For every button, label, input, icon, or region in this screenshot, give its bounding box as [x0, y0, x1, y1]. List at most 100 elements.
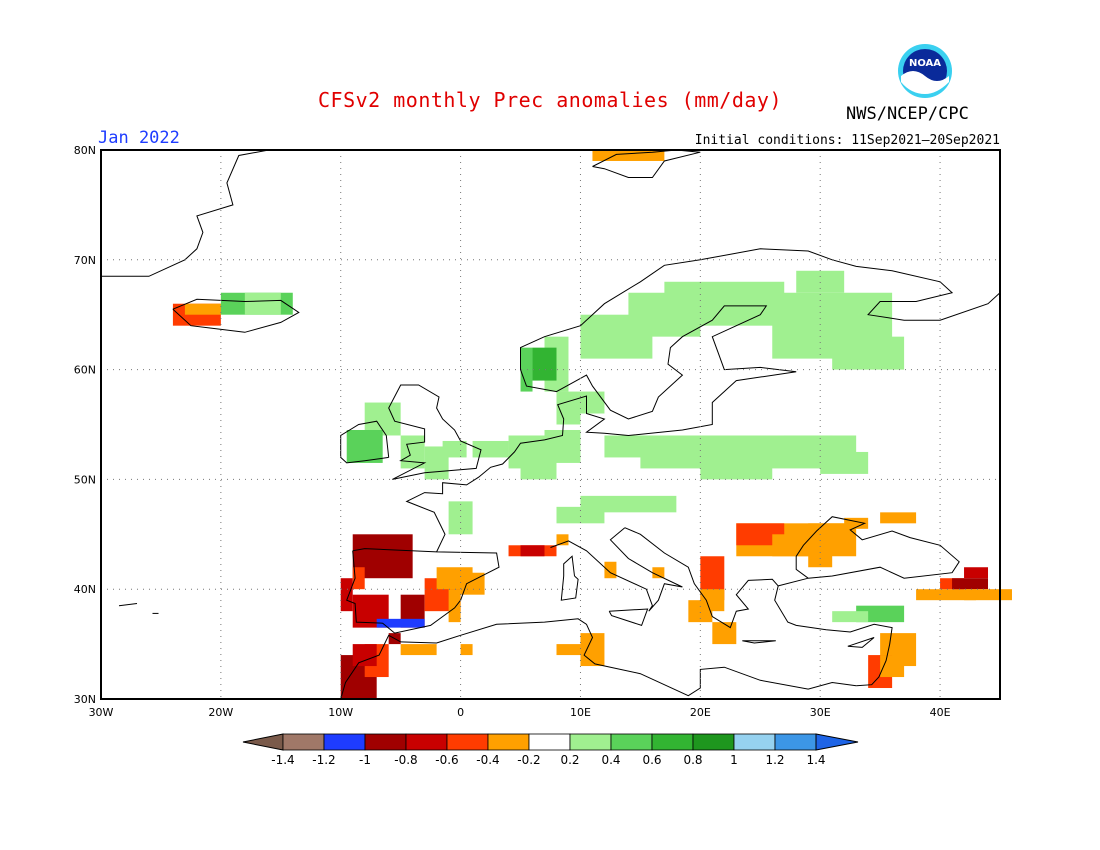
- anomaly-cell: [346, 429, 383, 463]
- coastline: [340, 618, 857, 700]
- legend-label: -0.2: [517, 753, 540, 767]
- anomaly-cell: [736, 523, 785, 546]
- legend-label: 1: [730, 753, 738, 767]
- anomaly-cell: [352, 567, 365, 590]
- color-legend: -1.4 -1.2 -1 -0.8 -0.6 -0.4 -0.2 0.2 0.4 0.6 0.8 1 1…: [242, 733, 859, 767]
- lat-tick-label: 70N: [74, 254, 96, 267]
- anomaly-cell: [184, 303, 221, 315]
- legend-swatch: [282, 733, 325, 751]
- figure-title: CFSv2 monthly Prec anomalies (mm/day): [317, 88, 783, 112]
- legend-swatch: [569, 733, 612, 751]
- coastline: [118, 603, 138, 607]
- lat-tick-label: 80N: [74, 144, 96, 157]
- lon-tick-label: 30W: [89, 706, 114, 719]
- anomaly-cell: [472, 440, 509, 458]
- legend-swatch: [487, 733, 530, 751]
- legend-label: 0.6: [642, 753, 661, 767]
- lat-tick-label: 30N: [74, 693, 96, 706]
- lon-tick-label: 20E: [690, 706, 711, 719]
- anomaly-cell: [808, 523, 845, 535]
- legend-swatch: [405, 733, 448, 751]
- anomaly-cell: [952, 578, 989, 590]
- lat-tick-label: 60N: [74, 364, 96, 377]
- anomaly-cell: [340, 578, 353, 612]
- lon-tick-label: 10W: [328, 706, 353, 719]
- coastlines: [101, 149, 1001, 700]
- anomaly-cell: [400, 435, 425, 469]
- legend-label: 0.8: [683, 753, 702, 767]
- legend-swatch: [323, 733, 366, 751]
- org-label: NWS/NCEP/CPC: [846, 104, 969, 124]
- coastline: [624, 527, 779, 629]
- anomaly-cell: [688, 600, 713, 623]
- coastline: [550, 527, 683, 612]
- coastline: [778, 516, 960, 587]
- lon-tick-label: 20W: [208, 706, 233, 719]
- lat-tick-label: 40N: [74, 583, 96, 596]
- legend-swatch: [733, 733, 776, 751]
- coastline: [101, 149, 269, 277]
- anomaly-cell: [520, 462, 557, 480]
- coastline: [608, 608, 649, 627]
- anomaly-cell: [964, 567, 989, 579]
- map-frame: [100, 149, 1001, 700]
- forecast-month: Jan 2022: [98, 128, 180, 148]
- legend-swatch: [528, 733, 571, 751]
- legend-label: -0.6: [435, 753, 458, 767]
- legend-swatch: [364, 733, 407, 751]
- legend-swatch: [446, 733, 489, 751]
- legend-swatch: [774, 733, 817, 751]
- noaa-logo: NOAA: [898, 44, 952, 98]
- initial-conditions: Initial conditions: 11Sep2021–20Sep2021: [694, 133, 1000, 148]
- coastline: [847, 637, 875, 648]
- anomaly-cell: [580, 633, 605, 667]
- legend-swatch: [692, 733, 735, 751]
- lon-tick-label: 10E: [570, 706, 591, 719]
- anomaly-cell: [964, 589, 1012, 601]
- anomaly-cell: [844, 517, 869, 529]
- svg-text:NOAA: NOAA: [909, 58, 941, 69]
- anomaly-cell: [556, 506, 605, 524]
- legend-label: 1.2: [765, 753, 784, 767]
- anomaly-cell: [820, 451, 869, 474]
- anomaly-cell: [352, 644, 377, 667]
- anomaly-cell: [448, 501, 473, 535]
- axis-ticks: 30W 20W 10W 0 10E 20E 30E 40E 30N 40N 50N 60N 70N 80N: [74, 144, 951, 719]
- legend-label: -0.4: [476, 753, 499, 767]
- anomaly-cell: [916, 589, 977, 601]
- coastline: [560, 555, 579, 601]
- lon-tick-label: 40E: [930, 706, 951, 719]
- anomaly-cell: [832, 611, 869, 623]
- legend-label: -0.8: [394, 753, 417, 767]
- legend-label: -1: [359, 753, 371, 767]
- anomaly-cell: [556, 644, 581, 656]
- anomaly-cell: [520, 545, 545, 557]
- coastline: [592, 149, 701, 178]
- legend-swatch: [651, 733, 694, 751]
- lon-tick-label: 30E: [810, 706, 831, 719]
- anomaly-cells: [172, 150, 1012, 699]
- anomaly-cell: [604, 561, 617, 579]
- anomaly-cell: [592, 150, 665, 161]
- legend-label: 0.2: [560, 753, 579, 767]
- lon-tick-label: 0: [457, 706, 464, 719]
- anomaly-cell: [832, 336, 905, 370]
- legend-label: 1.4: [806, 753, 825, 767]
- anomaly-cell: [460, 572, 485, 595]
- legend-arrow-low: [242, 733, 284, 751]
- legend-swatch: [610, 733, 653, 751]
- coastline: [774, 585, 893, 687]
- coastline: [340, 420, 390, 464]
- anomaly-cell: [400, 644, 437, 656]
- legend-arrow-high: [815, 733, 859, 751]
- coastline: [742, 640, 776, 644]
- anomaly-cell: [520, 347, 533, 392]
- coastline: [388, 384, 482, 480]
- legend-label: -1.4: [271, 753, 294, 767]
- coastline: [346, 548, 500, 634]
- legend-label: -1.2: [312, 753, 335, 767]
- anomaly-cell: [460, 644, 473, 656]
- anomaly-cell: [532, 347, 557, 381]
- anomaly-cell: [442, 440, 467, 458]
